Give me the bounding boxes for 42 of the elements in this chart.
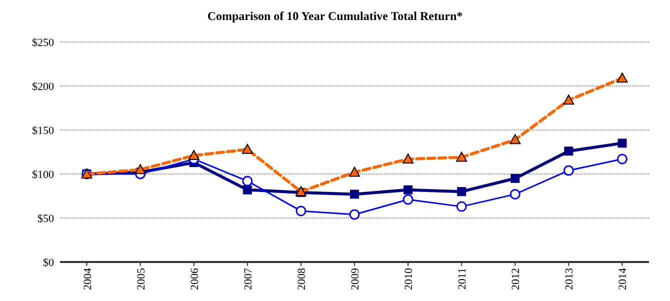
x-tick-label: 2014 (617, 268, 630, 290)
point (510, 134, 521, 144)
y-tick-label: $50 (38, 212, 54, 225)
point (457, 187, 466, 196)
y-tick-label: $250 (32, 36, 54, 49)
point (349, 209, 360, 220)
chart-title: Comparison of 10 Year Cumulative Total Return* (207, 9, 463, 23)
y-tick-label: $150 (32, 124, 54, 137)
x-tick-label: 2011 (456, 268, 469, 290)
point (510, 174, 520, 183)
point (296, 206, 306, 216)
point (242, 176, 253, 186)
point (404, 185, 413, 194)
point (618, 138, 627, 148)
point (402, 194, 414, 205)
point (242, 185, 252, 194)
point (563, 94, 574, 105)
x-tick-label: 2005 (135, 268, 148, 290)
point (350, 190, 359, 199)
point (564, 146, 574, 156)
point (510, 188, 520, 200)
x-tick-label: 2013 (564, 268, 576, 290)
x-tick-label: 2012 (510, 268, 522, 290)
point (242, 144, 253, 154)
x-tick-label: 2010 (403, 268, 416, 290)
x-tick-label: 2008 (296, 268, 308, 290)
point (134, 164, 146, 174)
point (456, 152, 468, 162)
x-tick-label: 2009 (350, 268, 362, 290)
point (349, 166, 360, 177)
y-tick-label: $100 (32, 168, 54, 181)
point (456, 201, 467, 212)
x-tick-label: 2007 (242, 268, 254, 290)
point (616, 154, 628, 164)
point (563, 165, 574, 176)
y-tick-label: $200 (32, 80, 54, 93)
y-tick-label: $0 (43, 256, 54, 269)
x-tick-label: 2004 (82, 268, 94, 290)
point (616, 72, 628, 83)
point (402, 154, 414, 164)
x-tick-label: 2006 (188, 268, 201, 290)
point (188, 150, 200, 160)
